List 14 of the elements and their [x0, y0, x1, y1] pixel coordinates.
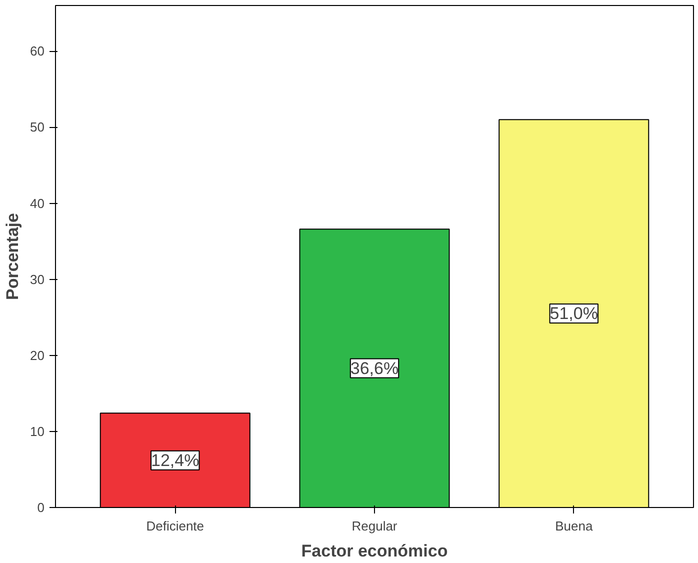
y-tick-label: 10	[30, 424, 45, 439]
y-tick-label: 20	[30, 348, 45, 363]
x-axis-title: Factor económico	[301, 542, 448, 560]
x-tick-label: Regular	[352, 518, 398, 534]
y-tick-label: 50	[30, 120, 45, 135]
y-tick-label: 0	[37, 500, 45, 515]
y-tick-label: 30	[30, 272, 45, 287]
data-label: 51,0%	[550, 304, 598, 324]
y-axis-title: Porcentaje	[3, 213, 22, 300]
y-tick-label: 60	[30, 44, 45, 59]
y-tick-label: 40	[30, 196, 45, 211]
data-label: 36,6%	[350, 358, 399, 378]
x-tick-label: Buena	[555, 518, 594, 534]
x-tick-label: Deficiente	[146, 518, 204, 534]
